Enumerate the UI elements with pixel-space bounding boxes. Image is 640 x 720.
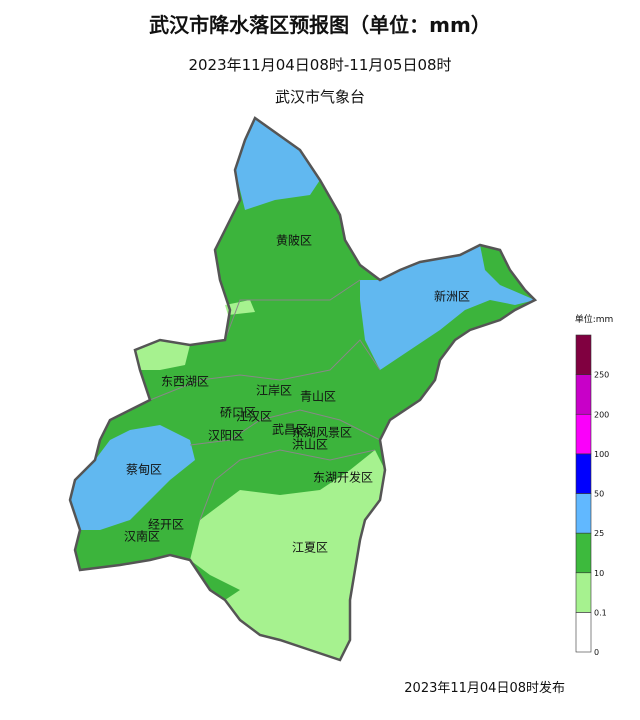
legend-swatch — [575, 413, 592, 455]
legend-label: 25 — [594, 529, 604, 538]
legend-swatch — [575, 334, 592, 375]
district-label: 东湖开发区 — [313, 470, 373, 485]
district-label: 硚口区 — [220, 406, 256, 420]
period: 2023年11月04日08时-11月05日08时 — [188, 56, 451, 74]
district-label: 东西湖区 — [161, 374, 209, 389]
legend: 单位:mm 0 0.1 10 25 50 100 200 250 — [575, 313, 614, 657]
region-lightgreen — [190, 450, 385, 660]
legend-swatch — [575, 612, 592, 653]
region-lightgreen — [225, 300, 255, 315]
title: 武汉市降水落区预报图（单位：mm） — [149, 13, 491, 37]
legend-swatch — [575, 532, 592, 574]
region-blue — [235, 118, 320, 210]
legend-title: 单位:mm — [575, 313, 614, 325]
legend-label: 200 — [594, 410, 609, 419]
district-label: 江汉区 — [236, 410, 272, 424]
district-label: 东湖风景区 — [292, 425, 352, 440]
region-lightgreen — [135, 340, 190, 370]
legend-label: 50 — [594, 490, 604, 499]
district-label: 汉南区 — [124, 529, 160, 544]
district-label: 汉阳区 — [208, 429, 244, 443]
district-label: 经开区 — [148, 518, 184, 532]
region-blue — [70, 425, 195, 530]
legend-swatch — [575, 493, 592, 534]
legend-swatch — [575, 374, 592, 415]
legend-label: 100 — [594, 450, 609, 459]
district-label: 江岸区 — [256, 384, 292, 398]
district-label: 武昌区 — [272, 423, 308, 437]
legend-label: 0 — [594, 648, 599, 657]
district-label: 新洲区 — [434, 289, 470, 304]
district-label: 蔡甸区 — [126, 463, 162, 477]
agency: 武汉市气象台 — [275, 88, 365, 106]
legend-label: 250 — [594, 371, 609, 380]
legend-label: 0.1 — [594, 608, 607, 617]
region-green — [70, 118, 535, 660]
district-borders — [149, 279, 381, 521]
map — [68, 116, 538, 662]
district-label: 江夏区 — [292, 541, 328, 555]
region-blue — [360, 245, 535, 370]
district-label: 洪山区 — [292, 438, 328, 452]
district-label: 青山区 — [300, 390, 336, 404]
legend-swatch — [575, 453, 592, 494]
district-label: 黄陂区 — [276, 233, 312, 248]
legend-swatch — [575, 572, 592, 613]
legend-label: 10 — [594, 569, 604, 578]
map-outline — [68, 116, 538, 662]
footer: 2023年11月04日08时发布 — [404, 680, 565, 696]
